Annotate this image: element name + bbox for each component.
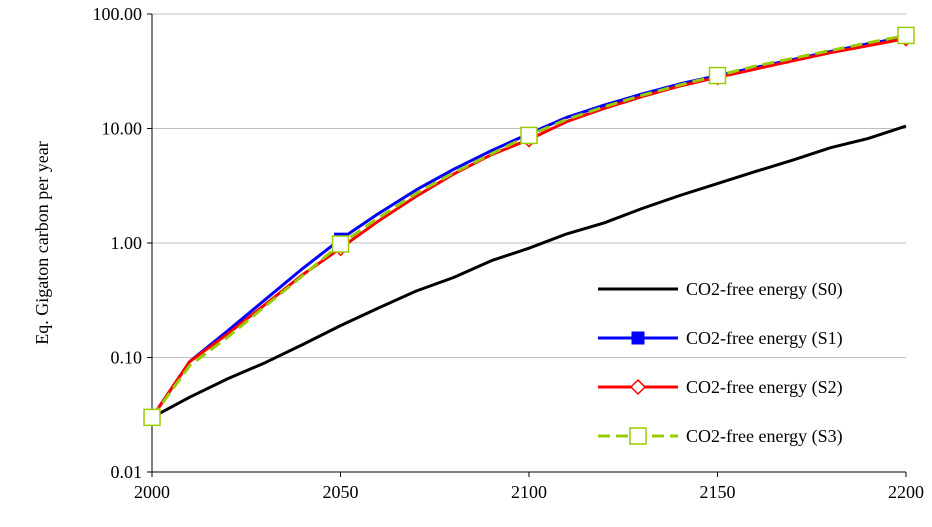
legend-marker	[631, 331, 645, 345]
series-line	[150, 37, 907, 419]
legend-label: CO2-free energy (S3)	[686, 426, 843, 447]
legend-entry: CO2-free energy (S3)	[598, 426, 843, 447]
series-point	[331, 235, 350, 253]
legend-marker	[629, 378, 647, 396]
legend: CO2-free energy (S0) CO2-free energy (S1)…	[598, 279, 843, 447]
y-tick-label: 1.00	[111, 233, 143, 253]
legend-entry: CO2-free energy (S1)	[598, 328, 843, 349]
series-point	[897, 26, 915, 45]
series-line	[150, 33, 907, 419]
series-point	[708, 66, 727, 85]
legend-entry: CO2-free energy (S2)	[598, 377, 843, 398]
legend-entry: CO2-free energy (S0)	[598, 279, 843, 300]
series-line	[150, 35, 907, 419]
series	[143, 26, 915, 427]
x-tick-label: 2000	[134, 482, 170, 502]
ticks: 0.01 0.10 1.00 10.00 100.00 2000 2050 2100 2150 2…	[93, 4, 925, 502]
legend-label: CO2-free energy (S0)	[686, 279, 843, 300]
series-3	[143, 26, 915, 427]
x-tick-label: 2150	[700, 482, 736, 502]
series-0	[151, 124, 907, 419]
x-tick-label: 2100	[511, 482, 547, 502]
y-tick-label: 0.01	[111, 462, 143, 482]
legend-marker	[629, 427, 647, 445]
y-axis-title: Eq. Gigaton carbon per year	[32, 141, 52, 344]
x-tick-label: 2050	[323, 482, 359, 502]
y-tick-label: 100.00	[93, 4, 143, 24]
series-point	[520, 126, 538, 145]
legend-label: CO2-free energy (S1)	[686, 328, 843, 349]
legend-label: CO2-free energy (S2)	[686, 377, 843, 398]
x-tick-label: 2200	[888, 482, 924, 502]
y-tick-label: 10.00	[102, 119, 143, 139]
series-point	[143, 408, 161, 427]
series-line	[151, 124, 907, 419]
y-tick-label: 0.10	[111, 348, 143, 368]
